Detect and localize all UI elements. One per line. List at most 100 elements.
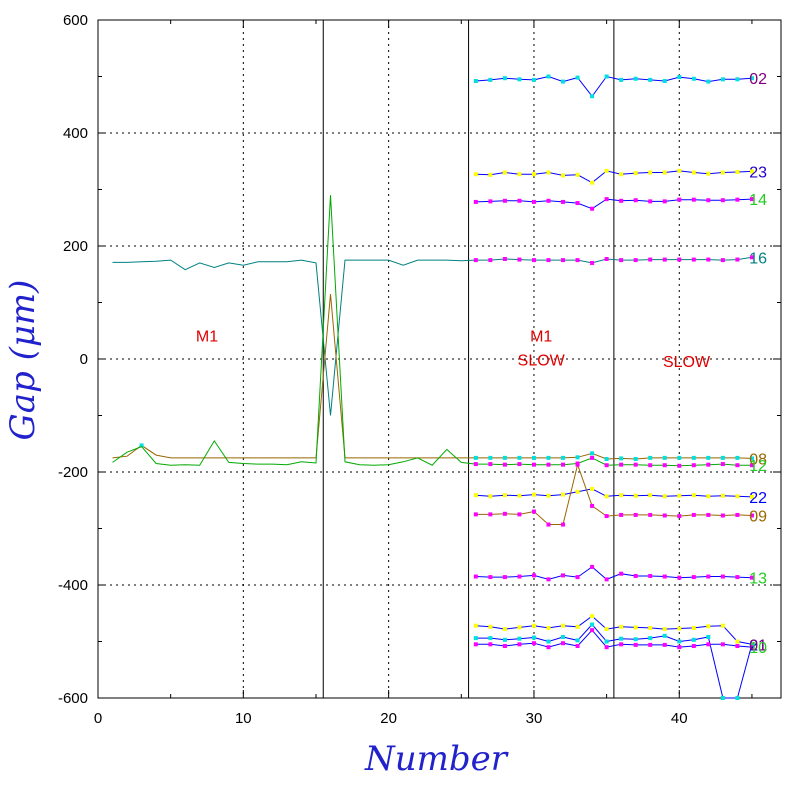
data-point [749,255,754,260]
data-point [517,636,522,641]
data-point [488,512,493,517]
data-point [648,636,653,641]
data-point [648,77,653,82]
data-point [502,644,507,649]
data-point [517,462,522,467]
y-axis-ticks: -600 -400 -200 0 200 400 600 [58,12,781,707]
data-point [590,486,595,491]
data-point [706,494,711,499]
data-point [648,455,653,460]
data-point [517,512,522,517]
data-point [473,258,478,263]
data-point [561,634,566,639]
data-point [561,455,566,460]
data-point [691,455,696,460]
data-point [502,493,507,498]
data-point [749,642,754,647]
data-point [633,493,638,498]
data-point [619,198,624,203]
data-point [575,462,580,467]
x-tick-label: 30 [526,710,543,727]
data-point [604,168,609,173]
data-point [662,627,667,632]
region-label: SLOW [518,352,566,369]
series-line [475,488,752,498]
data-point [648,493,653,498]
series-line [475,75,752,98]
data-point [706,512,711,517]
data-point [531,635,536,640]
data-point [662,642,667,647]
data-point [706,462,711,467]
data-point [648,512,653,517]
data-point [531,199,536,204]
data-point [517,172,522,177]
data-point [502,198,507,203]
series-13 [473,564,754,582]
data-point [619,172,624,177]
data-point [517,198,522,203]
region-labels: M1 M1 SLOW SLOW [196,328,711,370]
data-point [590,180,595,185]
data-point [720,77,725,82]
y-tick-label: -400 [58,577,88,594]
data-point [706,642,711,647]
series-line [112,195,752,467]
data-point [735,257,740,262]
data-point [749,575,754,580]
series-label: 08 [749,451,767,468]
data-point [590,260,595,265]
data-point [604,457,609,462]
series-label: 09 [749,509,767,526]
data-point [502,627,507,632]
data-point [619,462,624,467]
data-point [517,77,522,82]
data-point [531,172,536,177]
data-point [735,639,740,644]
series-line [475,623,753,699]
data-point [735,494,740,499]
series-label: 01 [749,637,767,654]
data-point [531,509,536,514]
data-point [720,623,725,628]
data-point [633,642,638,647]
series-08 [112,293,754,462]
data-point [706,634,711,639]
data-point [561,623,566,628]
data-point [502,170,507,175]
series-line [475,462,752,525]
data-point [517,642,522,647]
data-point [561,258,566,263]
data-point [546,493,551,498]
data-point [517,493,522,498]
data-point [735,169,740,174]
data-point [488,575,493,580]
data-point [604,639,609,644]
x-tick-label: 0 [94,710,102,727]
data-point [590,94,595,99]
data-point [502,256,507,261]
y-tick-label: 200 [63,238,88,255]
series-line [112,293,752,460]
data-point [488,258,493,263]
data-point [517,455,522,460]
data-point [604,463,609,468]
data-point [575,575,580,580]
data-point [633,171,638,176]
y-axis-title: Gap (μm) [3,280,43,441]
series-label: 10 [749,640,767,657]
series-09 [473,462,754,527]
data-point [473,462,478,467]
data-point [677,639,682,644]
data-point [575,624,580,629]
data-point [662,574,667,579]
series-label: 23 [749,164,767,181]
series-10 [473,628,754,650]
data-point [749,197,754,202]
data-point [473,636,478,641]
data-point [575,638,580,643]
series-line [475,566,752,580]
y-tick-label: 400 [63,125,88,142]
